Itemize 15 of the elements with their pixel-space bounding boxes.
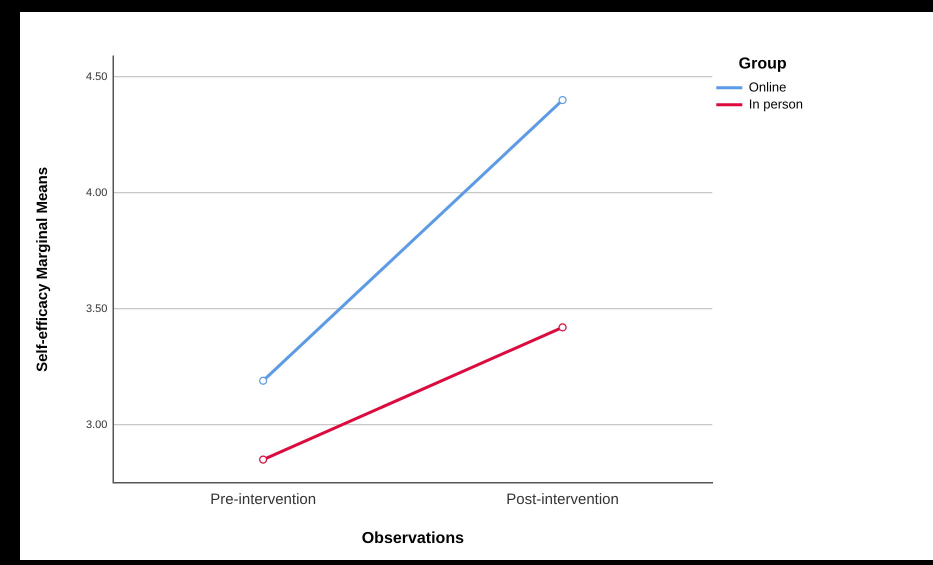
point xyxy=(558,96,567,104)
y-axis-title: Self-efficacy Marginal Means xyxy=(34,166,52,372)
point xyxy=(259,456,268,464)
y-tick-label: 4.50 xyxy=(86,70,108,83)
x-tick-label: Pre-intervention xyxy=(210,490,316,508)
x-tick-label: Post-intervention xyxy=(506,490,619,508)
point xyxy=(259,376,268,385)
y-tick-label: 3.00 xyxy=(86,418,108,431)
y-tick-label: 3.50 xyxy=(86,302,108,315)
legend-label: Online xyxy=(748,79,786,94)
legend-title: Group xyxy=(738,55,787,72)
y-tick-label: 4.00 xyxy=(86,186,108,199)
legend-label: In person xyxy=(748,96,803,112)
point xyxy=(558,323,567,332)
x-axis-title: Observations xyxy=(362,530,464,547)
